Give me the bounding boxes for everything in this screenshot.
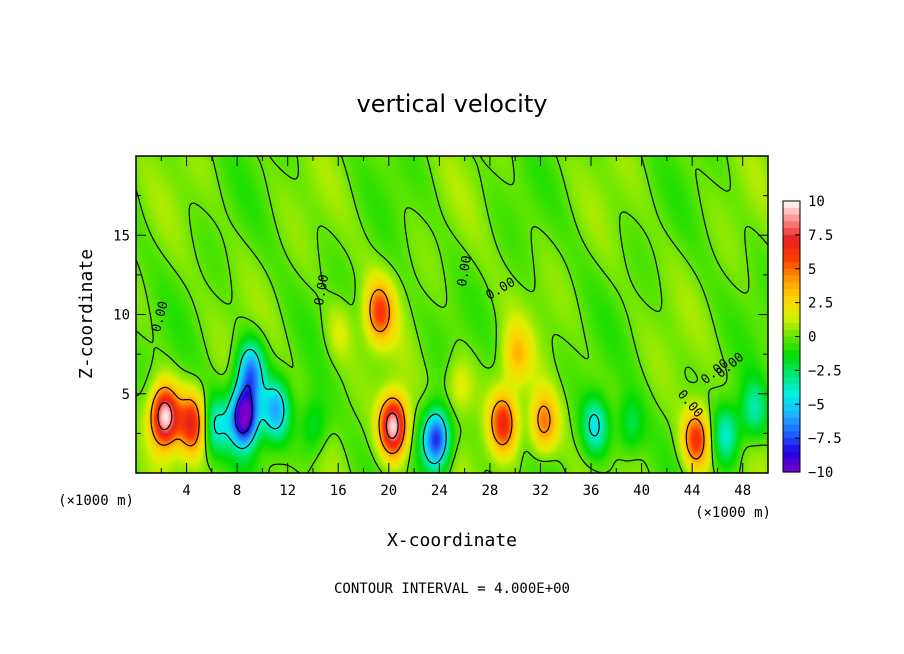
colorbar-tick-label: 7.5 — [808, 228, 833, 244]
y-tick-label: 10 — [113, 308, 130, 324]
colorbar-tick-label: 5 — [808, 262, 816, 278]
colorbar-tick-label: −5 — [808, 397, 825, 413]
x-axis-ticks: 4 8 12 16 20 24 28 32 36 40 44 48 — [160, 156, 751, 499]
colorbar-segment — [783, 404, 800, 412]
colorbar-segment — [783, 390, 800, 399]
colorbar-segment — [783, 316, 800, 324]
colorbar-tick-label: −10 — [808, 465, 833, 481]
colorbar-segment — [783, 214, 800, 222]
colorbar-segment — [783, 255, 800, 263]
colorbar-segment — [783, 201, 800, 209]
x-tick-label: 32 — [532, 483, 549, 499]
colorbar-segment — [783, 431, 800, 439]
heatmap-raster — [136, 156, 768, 473]
colorbar-segment — [783, 451, 800, 460]
x-unit-label-right: (×1000 m) — [695, 505, 771, 521]
colorbar-segment — [783, 221, 800, 229]
colorbar-segment — [783, 356, 800, 365]
colorbar-segment — [783, 383, 800, 392]
colorbar-segment — [783, 397, 800, 405]
contour-level-4 — [150, 289, 705, 460]
x-axis-title: X-coordinate — [387, 530, 517, 551]
colorbar-segment — [783, 241, 800, 250]
colorbar-segment — [783, 329, 800, 338]
x-tick-label: 16 — [330, 483, 347, 499]
colorbar-segment — [783, 275, 800, 283]
colorbar-segment — [783, 377, 800, 385]
contour-level--4 — [213, 348, 600, 465]
heatmap-field — [136, 156, 768, 473]
colorbar-tick-label: 10 — [808, 194, 825, 210]
colorbar-segment — [783, 302, 800, 310]
contour-lines — [136, 156, 768, 473]
x-unit-label-left: (×1000 m) — [58, 493, 134, 509]
x-tick-label: 12 — [279, 483, 296, 499]
colorbar-segment — [783, 295, 800, 304]
colorbar-segment — [783, 444, 800, 453]
colorbar-segment — [783, 282, 800, 290]
colorbar-segment — [783, 411, 800, 419]
colorbar-tick-label: 2.5 — [808, 296, 833, 312]
colorbar-tick-label: 0 — [808, 330, 816, 346]
x-tick-label: 28 — [481, 483, 498, 499]
colorbar-segment — [783, 370, 800, 378]
x-tick-label: 36 — [583, 483, 600, 499]
x-tick-label: 44 — [684, 483, 701, 499]
colorbar-segment — [783, 309, 800, 317]
x-tick-label: 20 — [380, 483, 397, 499]
contour-label: 0.00 — [312, 273, 332, 306]
y-axis-ticks: 5 10 15 — [113, 195, 768, 434]
colorbar-segment — [783, 343, 800, 351]
colorbar-segment — [783, 234, 800, 243]
x-tick-label: 40 — [633, 483, 650, 499]
colorbar-segment — [783, 424, 800, 432]
colorbar-segment — [783, 268, 800, 277]
colorbar-segment — [783, 438, 800, 446]
chart-title: vertical velocity — [357, 90, 548, 118]
colorbar-tick-label: −2.5 — [808, 363, 842, 379]
x-tick-label: 4 — [182, 483, 190, 499]
y-tick-label: 15 — [113, 228, 130, 244]
contour-level-8 — [157, 401, 399, 440]
colorbar-segment — [783, 207, 800, 216]
colorbar-segment — [783, 228, 800, 236]
contour-label: 0.00 — [455, 254, 475, 287]
colorbar-segment — [783, 261, 800, 270]
x-tick-label: 8 — [233, 483, 241, 499]
colorbar: 10 7.5 5 2.5 0 −2.5 −5 −7.5 −10 — [782, 194, 842, 481]
x-tick-label: 48 — [734, 483, 751, 499]
colorbar-segment — [783, 363, 800, 371]
colorbar-segment — [783, 322, 800, 331]
colorbar-segment — [783, 465, 800, 473]
colorbar-tick-label: −7.5 — [808, 431, 842, 447]
contour-level--8 — [234, 384, 253, 434]
colorbar-segment — [783, 336, 800, 344]
colorbar-segment — [783, 350, 800, 358]
contour-interval-note: CONTOUR INTERVAL = 4.000E+00 — [334, 581, 570, 597]
y-tick-label: 5 — [122, 387, 130, 403]
colorbar-segment — [783, 458, 800, 466]
colorbar-segment — [783, 417, 800, 426]
x-tick-label: 24 — [431, 483, 448, 499]
colorbar-segment — [783, 289, 800, 297]
colorbar-segment — [783, 248, 800, 256]
y-axis-title: Z-coordinate — [76, 249, 97, 379]
